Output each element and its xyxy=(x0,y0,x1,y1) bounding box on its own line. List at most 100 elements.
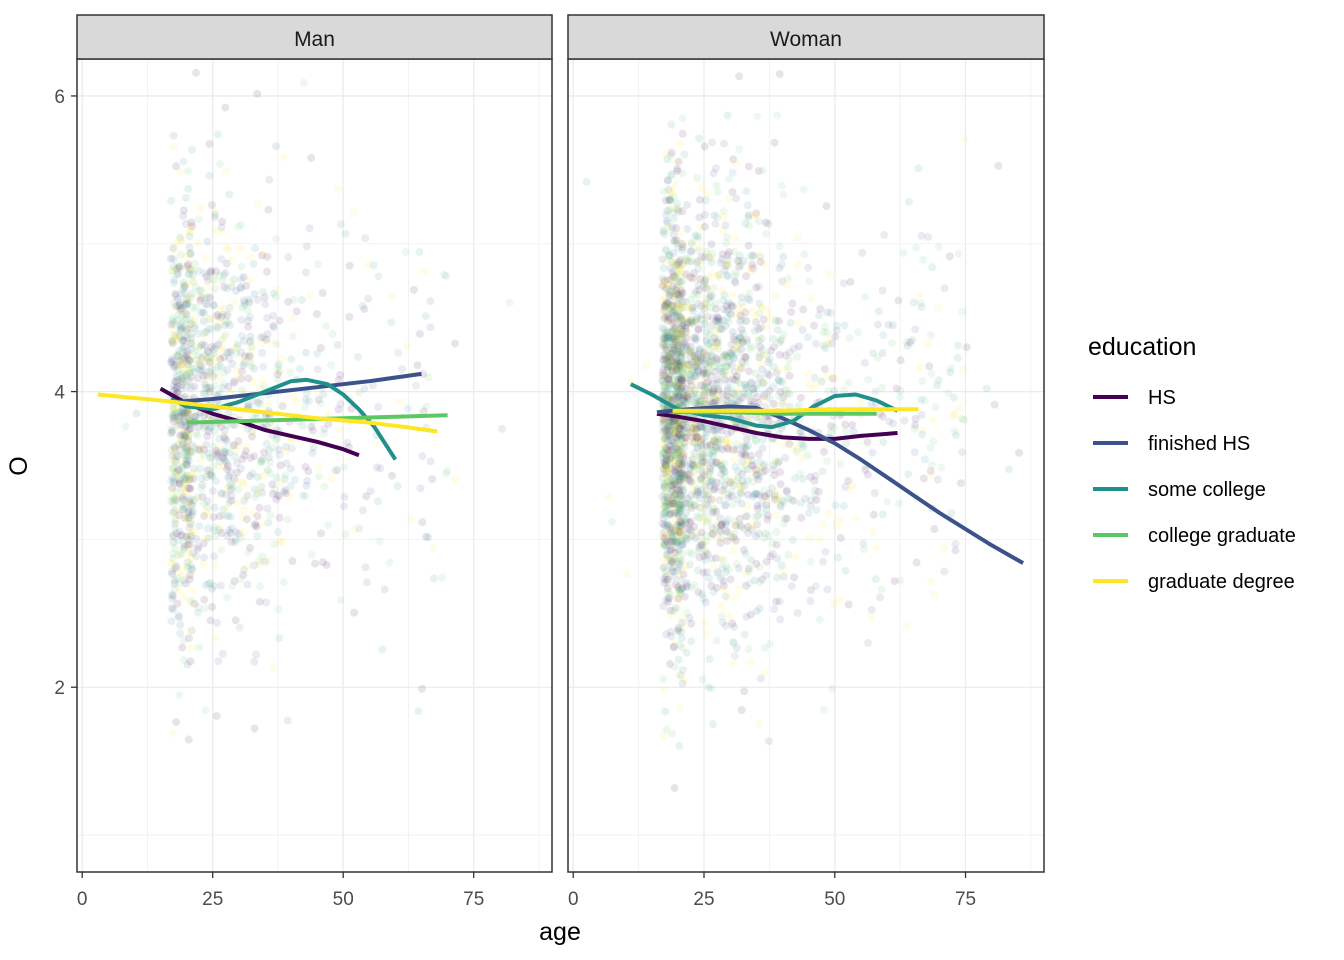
scatter-point xyxy=(717,461,726,470)
scatter-point xyxy=(201,706,210,715)
scatter-point xyxy=(716,520,725,529)
scatter-point xyxy=(675,515,684,524)
scatter-point xyxy=(203,503,212,512)
scatter-point xyxy=(284,253,293,262)
scatter-point xyxy=(387,318,396,327)
scatter-point xyxy=(292,307,301,316)
scatter-point xyxy=(773,366,782,375)
scatter-point xyxy=(172,360,181,369)
scatter-point xyxy=(168,356,177,365)
scatter-point xyxy=(774,376,783,385)
scatter-point xyxy=(333,340,342,349)
scatter-point xyxy=(660,352,669,361)
scatter-point xyxy=(204,470,213,479)
scatter-point xyxy=(258,552,267,561)
scatter-point xyxy=(661,509,670,518)
scatter-point xyxy=(737,316,746,325)
scatter-point xyxy=(266,458,275,467)
scatter-point xyxy=(729,346,738,355)
scatter-point xyxy=(732,389,741,398)
scatter-point xyxy=(663,578,672,587)
scatter-point xyxy=(185,243,194,252)
scatter-point xyxy=(205,171,214,180)
scatter-point xyxy=(206,266,215,275)
scatter-point xyxy=(687,316,696,325)
scatter-point xyxy=(215,463,224,472)
scatter-point xyxy=(181,490,190,499)
scatter-point xyxy=(753,393,762,402)
scatter-point xyxy=(666,627,675,636)
scatter-point xyxy=(705,574,714,583)
scatter-point xyxy=(451,339,460,348)
scatter-point xyxy=(334,376,343,385)
scatter-point xyxy=(806,501,815,510)
scatter-point xyxy=(205,293,214,302)
scatter-point xyxy=(186,532,195,541)
scatter-point xyxy=(250,657,259,666)
scatter-point xyxy=(667,170,676,179)
scatter-point xyxy=(660,360,669,369)
scatter-point xyxy=(401,247,410,256)
scatter-point xyxy=(179,211,188,220)
scatter-point xyxy=(660,415,669,424)
scatter-point xyxy=(251,244,260,253)
scatter-point xyxy=(693,511,702,520)
scatter-point xyxy=(169,131,178,140)
scatter-point xyxy=(711,458,720,467)
scatter-point xyxy=(930,525,939,534)
scatter-point xyxy=(667,356,676,365)
scatter-point xyxy=(201,384,210,393)
scatter-point xyxy=(848,420,857,429)
scatter-point xyxy=(168,554,177,563)
scatter-point xyxy=(251,519,260,528)
scatter-point xyxy=(177,381,186,390)
scatter-point xyxy=(692,424,701,433)
scatter-point xyxy=(185,448,194,457)
scatter-point xyxy=(683,360,692,369)
scatter-point xyxy=(177,571,186,580)
scatter-point xyxy=(200,269,209,278)
scatter-point xyxy=(176,418,185,427)
scatter-point xyxy=(778,496,787,505)
scatter-point xyxy=(174,611,183,620)
scatter-point xyxy=(179,436,188,445)
scatter-point xyxy=(180,448,189,457)
scatter-point xyxy=(233,222,242,231)
scatter-point xyxy=(669,208,678,217)
smooth-line-finished-hs xyxy=(176,371,422,404)
scatter-point xyxy=(687,238,696,247)
scatter-point xyxy=(193,374,202,383)
scatter-point xyxy=(281,489,290,498)
scatter-point xyxy=(717,602,726,611)
scatter-point xyxy=(662,493,671,502)
scatter-point xyxy=(221,445,230,454)
scatter-point xyxy=(730,367,739,376)
scatter-point xyxy=(659,554,668,563)
scatter-point xyxy=(173,574,182,583)
scatter-point xyxy=(189,496,198,505)
scatter-point xyxy=(207,584,216,593)
scatter-point xyxy=(262,439,271,448)
scatter-point xyxy=(685,548,694,557)
scatter-point xyxy=(179,545,188,554)
scatter-point xyxy=(179,594,188,603)
scatter-point xyxy=(265,556,274,565)
scatter-point xyxy=(793,608,802,617)
scatter-point xyxy=(173,316,182,325)
scatter-point xyxy=(186,540,195,549)
scatter-point xyxy=(187,145,196,154)
scatter-point xyxy=(213,130,222,139)
scatter-point xyxy=(811,581,820,590)
scatter-point xyxy=(686,385,695,394)
scatter-point xyxy=(841,566,850,575)
scatter-point xyxy=(183,413,192,422)
scatter-point xyxy=(658,341,667,350)
scatter-point xyxy=(735,333,744,342)
scatter-point xyxy=(804,369,813,378)
scatter-point xyxy=(765,532,774,541)
scatter-point xyxy=(202,383,211,392)
scatter-point xyxy=(666,304,675,313)
scatter-point xyxy=(871,575,880,584)
